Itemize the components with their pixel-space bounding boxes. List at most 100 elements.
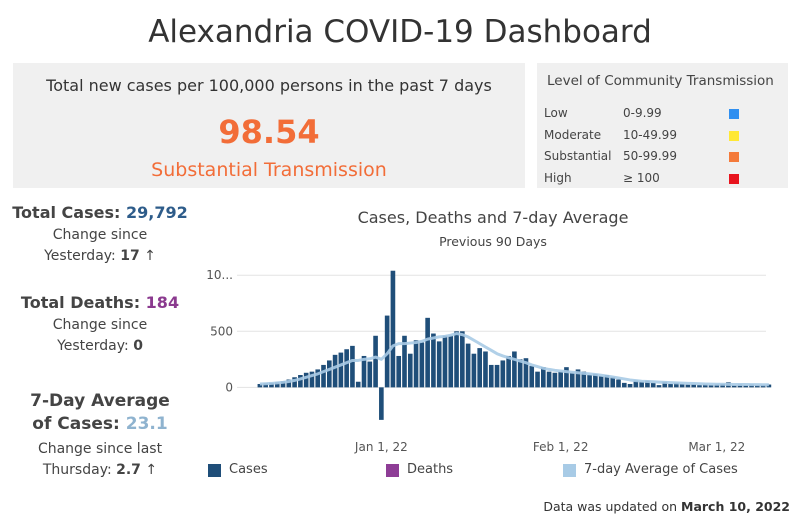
- metric-label: Total new cases per 100,000 persons in t…: [46, 76, 492, 95]
- metric-value: 98.54: [218, 113, 320, 151]
- bar: [766, 384, 772, 388]
- bar: [315, 369, 321, 388]
- bar: [361, 355, 367, 388]
- bar: [540, 367, 546, 388]
- bar: [402, 335, 407, 388]
- y-tick-label: 10...: [206, 268, 233, 282]
- bar: [292, 377, 297, 388]
- bar: [396, 355, 402, 388]
- bar: [303, 372, 309, 388]
- title: Alexandria COVID-19 Dashboard: [148, 14, 652, 50]
- stat-head: 7-Day Average of Cases: 23.1: [30, 390, 170, 436]
- bar: [650, 382, 656, 388]
- bar: [674, 382, 679, 388]
- y-tick-label: 500: [210, 324, 233, 338]
- legend-label: 7-day Average of Cases: [584, 462, 738, 477]
- level-range: ≥ 100: [623, 171, 660, 186]
- bar: [390, 270, 396, 388]
- bar: [616, 379, 621, 388]
- bar: [702, 384, 708, 388]
- legend-label: Deaths: [407, 462, 454, 477]
- bar: [506, 355, 511, 388]
- x-tick-label: Jan 1, 22: [354, 440, 408, 454]
- chart-title: Cases, Deaths and 7-day Average: [357, 208, 629, 227]
- change-value: 0: [133, 338, 143, 354]
- level-range: 50-99.99: [623, 149, 677, 164]
- level-range: 0-9.99: [623, 106, 662, 120]
- change-label: Change since Yesterday:: [52, 317, 148, 354]
- bar: [523, 358, 529, 388]
- bar: [500, 360, 506, 388]
- bar: [621, 382, 627, 388]
- bar: [483, 351, 488, 388]
- bar: [512, 351, 517, 388]
- stat-value: 184: [145, 293, 180, 312]
- level-name: Moderate: [544, 127, 602, 142]
- level-swatch: [729, 130, 739, 141]
- bar: [350, 345, 355, 388]
- x-tick-label: Feb 1, 22: [533, 440, 589, 454]
- bar: [257, 383, 263, 388]
- bar: [436, 341, 442, 388]
- levels-panel: Level of Community Transmission Low 0-9.9…: [537, 63, 788, 188]
- stat-label: Total Cases:: [12, 203, 121, 222]
- bar: [587, 375, 592, 388]
- change-value: 17: [120, 248, 140, 264]
- legend-swatch: [563, 464, 576, 477]
- bar: [708, 385, 714, 388]
- bar: [593, 373, 598, 388]
- bar: [442, 335, 448, 388]
- bar: [610, 377, 616, 388]
- legend-swatch: [386, 464, 399, 477]
- stat-change: Change since Yesterday: 17 ↑: [37, 225, 163, 267]
- bar: [575, 369, 581, 388]
- change-label: Change since last Thursday:: [37, 441, 163, 478]
- bar: [355, 381, 361, 388]
- bar: [598, 376, 604, 388]
- change-label: Change since Yesterday:: [44, 227, 148, 264]
- stat-head: Total Deaths: 184: [10, 293, 190, 312]
- level-swatch: [729, 152, 739, 163]
- bar: [332, 354, 338, 388]
- metric-level: Substantial Transmission: [151, 159, 387, 181]
- bar: [309, 371, 315, 388]
- bar: [546, 371, 552, 388]
- stat-value: 23.1: [125, 414, 168, 434]
- stat-value: 29,792: [125, 203, 188, 222]
- bar: [691, 383, 697, 388]
- bar: [529, 366, 535, 388]
- bar: [697, 385, 702, 388]
- chart: 10... 500 0 Jan 1, 22 Feb 1, 22 Mar 1, 22: [206, 268, 772, 454]
- bar: [535, 371, 540, 388]
- bar: [494, 364, 500, 388]
- bar: [286, 379, 292, 388]
- legend-label: Cases: [229, 462, 268, 477]
- footer-date: March 10, 2022: [681, 499, 790, 514]
- bar: [564, 367, 569, 388]
- bar: [488, 364, 494, 388]
- bar: [639, 381, 644, 388]
- bar: [413, 340, 419, 388]
- bar: [731, 385, 737, 388]
- bar: [581, 371, 587, 388]
- x-tick-label: Mar 1, 22: [688, 440, 745, 454]
- bar: [454, 331, 459, 388]
- bar: [477, 348, 483, 388]
- legend-swatch: [208, 464, 221, 477]
- bar: [604, 375, 610, 388]
- bar: [656, 385, 662, 388]
- change-arrow: ↑: [145, 462, 158, 478]
- stat: Total Deaths: 184 Change since Yesterday:…: [10, 293, 190, 357]
- bar: [679, 383, 685, 388]
- stat-label: Total Deaths:: [20, 293, 141, 312]
- bar: [662, 381, 668, 388]
- bar: [558, 371, 563, 388]
- stat: Total Cases: 29,792 Change since Yesterda…: [10, 203, 190, 267]
- footer: Data was updated on March 10, 2022: [543, 499, 790, 514]
- bar: [269, 382, 274, 388]
- bar: [367, 361, 373, 388]
- metric-panel: Total new cases per 100,000 persons in t…: [13, 63, 525, 188]
- level-name: High: [544, 171, 572, 186]
- levels-title: Level of Community Transmission: [547, 73, 774, 89]
